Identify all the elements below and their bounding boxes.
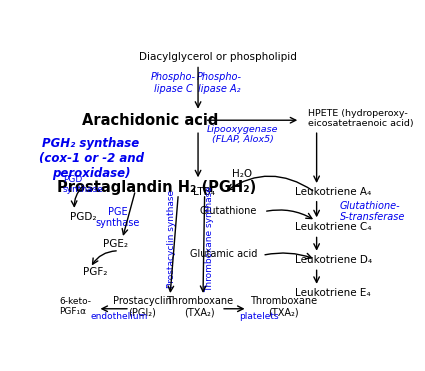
Text: Lipooxygenase
(FLAP, Alox5): Lipooxygenase (FLAP, Alox5) xyxy=(207,125,278,144)
Text: PGD
synthase: PGD synthase xyxy=(63,175,104,194)
Text: Phospho-
lipase C: Phospho- lipase C xyxy=(151,72,196,94)
Text: Prostacyclin
(PGI₂): Prostacyclin (PGI₂) xyxy=(113,296,171,317)
Text: Diacylglycerol or phospholipid: Diacylglycerol or phospholipid xyxy=(139,52,297,62)
Text: platelets: platelets xyxy=(239,312,279,321)
Text: Prostacyclin synthase: Prostacyclin synthase xyxy=(167,190,176,288)
Text: Glutathione-
S-transferase: Glutathione- S-transferase xyxy=(340,201,405,223)
Text: HPETE (hydroperoxy-
eicosatetraenoic acid): HPETE (hydroperoxy- eicosatetraenoic aci… xyxy=(309,109,414,128)
Text: 6-keto-
PGF₁α: 6-keto- PGF₁α xyxy=(59,297,91,316)
Text: Glutamic acid: Glutamic acid xyxy=(190,249,257,259)
Text: Glutathione: Glutathione xyxy=(200,206,257,216)
Text: Leukotriene E₄: Leukotriene E₄ xyxy=(295,288,371,298)
Text: Thromboxane synthase: Thromboxane synthase xyxy=(205,186,214,292)
Text: Leukotriene C₄: Leukotriene C₄ xyxy=(295,222,372,232)
Text: Thromboxane
(TXA₂): Thromboxane (TXA₂) xyxy=(250,296,317,317)
Text: PGH₂ synthase
(cox-1 or -2 and
peroxidase): PGH₂ synthase (cox-1 or -2 and peroxidas… xyxy=(39,137,144,180)
Text: PGE
synthase: PGE synthase xyxy=(95,207,139,228)
Text: Leukotriene D₄: Leukotriene D₄ xyxy=(295,255,372,265)
Text: PGD₂: PGD₂ xyxy=(70,212,96,222)
Text: LTB₄: LTB₄ xyxy=(193,187,215,197)
Text: Arachidonic acid: Arachidonic acid xyxy=(82,113,218,128)
Text: Thromboxane
(TXA₂): Thromboxane (TXA₂) xyxy=(166,296,233,317)
Text: PGE₂: PGE₂ xyxy=(103,240,128,249)
Text: H₂O: H₂O xyxy=(232,170,252,180)
Text: endothelium: endothelium xyxy=(90,312,148,321)
Text: Phospho-
lipase A₂: Phospho- lipase A₂ xyxy=(197,72,242,94)
Text: Prostaglandin H₂ (PGH₂): Prostaglandin H₂ (PGH₂) xyxy=(57,180,257,195)
Text: PGF₂: PGF₂ xyxy=(83,267,107,277)
Text: Leukotriene A₄: Leukotriene A₄ xyxy=(295,187,371,197)
